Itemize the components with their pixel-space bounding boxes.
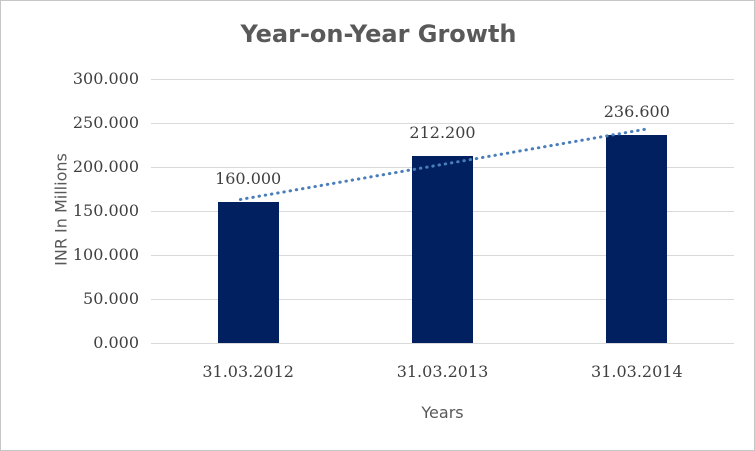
x-axis-title: Years	[421, 403, 464, 422]
y-tick-label: 300.000	[72, 69, 139, 88]
bar	[217, 202, 279, 343]
bar-value-label: 236.600	[603, 101, 670, 121]
x-tick-label: 31.03.2014	[591, 362, 683, 381]
bar-value-label: 212.200	[409, 123, 476, 143]
x-tick-label: 31.03.2012	[202, 362, 294, 381]
gridline	[151, 79, 734, 80]
gridline	[151, 123, 734, 124]
chart-title: Year-on-Year Growth	[240, 20, 517, 48]
y-tick-label: 100.000	[72, 245, 139, 264]
bar	[412, 156, 473, 343]
y-tick-label: 0.000	[93, 333, 139, 352]
x-axis-line	[151, 343, 734, 344]
bar	[606, 134, 668, 343]
bar-value-label: 160.000	[215, 169, 282, 189]
x-tick-label: 31.03.2013	[396, 362, 489, 381]
y-tick-label: 250.000	[72, 113, 139, 132]
y-tick-label: 50.000	[83, 289, 139, 308]
y-tick-label: 150.000	[72, 201, 139, 220]
y-tick-label: 200.000	[72, 157, 139, 176]
